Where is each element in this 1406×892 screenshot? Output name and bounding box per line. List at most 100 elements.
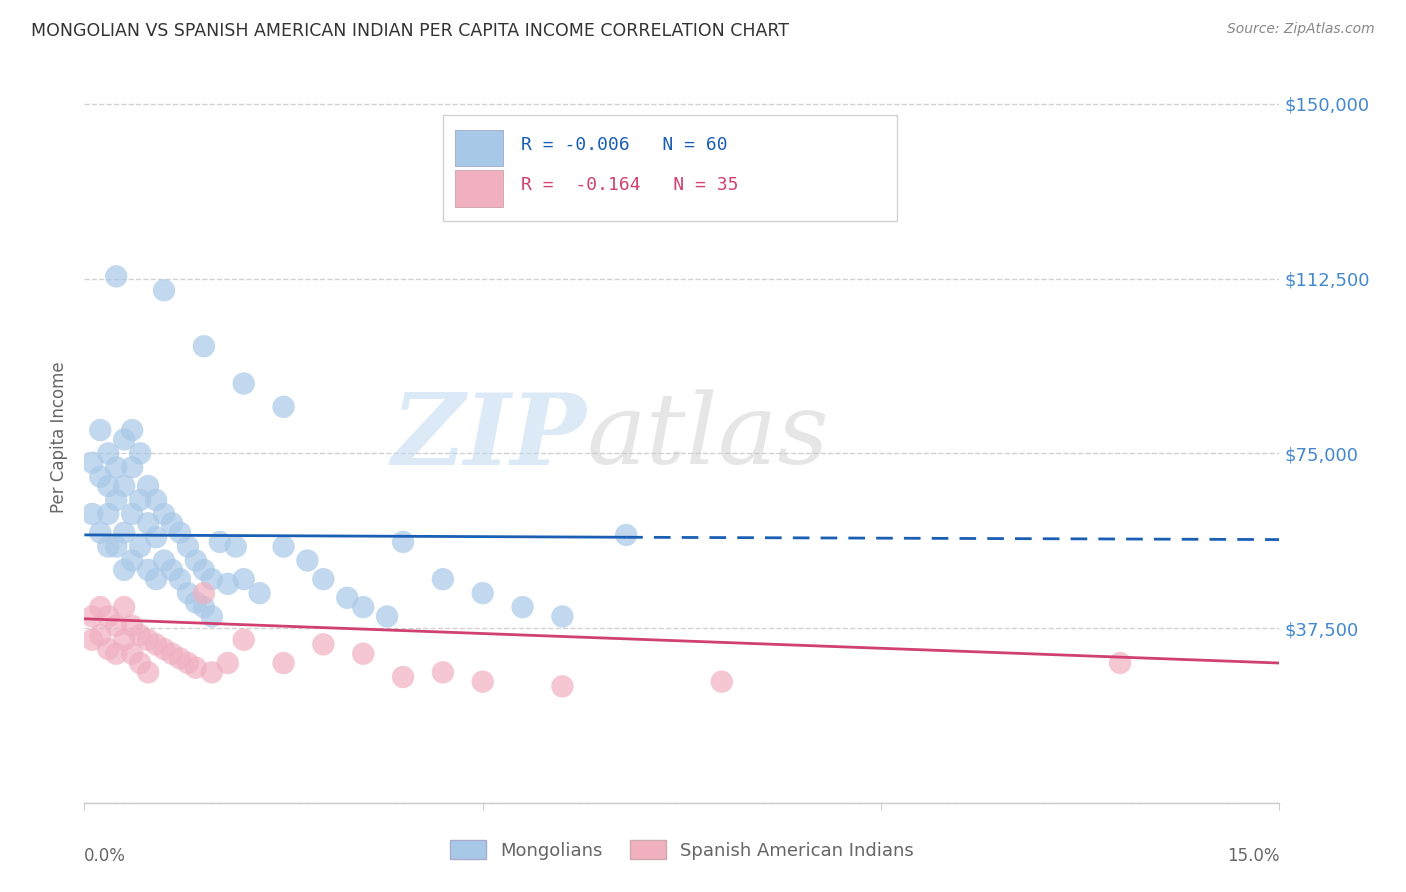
Point — [89, 423, 111, 437]
Point — [201, 665, 224, 680]
Point — [89, 628, 111, 642]
Point — [297, 553, 319, 567]
Point — [153, 642, 176, 657]
Point — [169, 651, 191, 665]
Point — [145, 637, 167, 651]
Point — [145, 493, 167, 508]
Point — [273, 400, 295, 414]
Point — [184, 595, 207, 609]
Point — [225, 540, 247, 554]
Point — [121, 460, 143, 475]
Point — [153, 283, 176, 297]
Point — [432, 572, 454, 586]
Point — [112, 632, 135, 647]
Point — [193, 600, 215, 615]
Point — [352, 647, 374, 661]
Point — [169, 525, 191, 540]
Point — [121, 507, 143, 521]
Point — [551, 609, 574, 624]
Point — [89, 525, 111, 540]
Point — [97, 479, 120, 493]
Point — [97, 446, 120, 460]
Point — [169, 572, 191, 586]
Point — [551, 679, 574, 693]
Point — [201, 609, 224, 624]
Point — [512, 600, 534, 615]
Point — [112, 563, 135, 577]
Point — [82, 609, 104, 624]
Point — [232, 572, 254, 586]
Point — [129, 493, 152, 508]
Point — [177, 540, 200, 554]
Point — [112, 525, 135, 540]
Point — [105, 269, 128, 284]
Point — [177, 656, 200, 670]
Point — [432, 665, 454, 680]
Point — [121, 553, 143, 567]
Point — [312, 637, 335, 651]
Point — [352, 600, 374, 615]
Point — [136, 632, 159, 647]
Text: Source: ZipAtlas.com: Source: ZipAtlas.com — [1227, 22, 1375, 37]
Point — [160, 563, 183, 577]
FancyBboxPatch shape — [456, 130, 503, 167]
Point — [105, 619, 128, 633]
Point — [184, 661, 207, 675]
Point — [105, 647, 128, 661]
Point — [112, 600, 135, 615]
Point — [136, 665, 159, 680]
Point — [153, 553, 176, 567]
Point — [97, 642, 120, 657]
Text: 0.0%: 0.0% — [84, 847, 127, 864]
Point — [136, 563, 159, 577]
Point — [1109, 656, 1132, 670]
Point — [105, 460, 128, 475]
Point — [129, 628, 152, 642]
Point — [136, 516, 159, 531]
Point — [273, 540, 295, 554]
Point — [121, 619, 143, 633]
Text: R =  -0.164   N = 35: R = -0.164 N = 35 — [520, 176, 738, 194]
Point — [201, 572, 224, 586]
Point — [336, 591, 359, 605]
Point — [129, 446, 152, 460]
Point — [82, 632, 104, 647]
Point — [97, 507, 120, 521]
Point — [82, 507, 104, 521]
Point — [136, 479, 159, 493]
Legend: Mongolians, Spanish American Indians: Mongolians, Spanish American Indians — [443, 833, 921, 867]
Text: R = -0.006   N = 60: R = -0.006 N = 60 — [520, 136, 727, 153]
Point — [273, 656, 295, 670]
Point — [217, 656, 239, 670]
Point — [105, 540, 128, 554]
Point — [129, 540, 152, 554]
Point — [312, 572, 335, 586]
Point — [184, 553, 207, 567]
Point — [208, 535, 231, 549]
Text: 15.0%: 15.0% — [1227, 847, 1279, 864]
Point — [193, 586, 215, 600]
Point — [160, 516, 183, 531]
Point — [392, 670, 415, 684]
Point — [97, 609, 120, 624]
Point — [153, 507, 176, 521]
Point — [177, 586, 200, 600]
Point — [614, 528, 637, 542]
Point — [392, 535, 415, 549]
Text: atlas: atlas — [586, 390, 830, 484]
Point — [160, 647, 183, 661]
Point — [145, 572, 167, 586]
Point — [89, 469, 111, 483]
Point — [249, 586, 271, 600]
Point — [112, 433, 135, 447]
FancyBboxPatch shape — [443, 115, 897, 221]
Point — [105, 493, 128, 508]
Point — [121, 647, 143, 661]
Point — [89, 600, 111, 615]
Point — [471, 586, 494, 600]
Point — [112, 479, 135, 493]
FancyBboxPatch shape — [456, 170, 503, 207]
Point — [375, 609, 398, 624]
Point — [82, 456, 104, 470]
Point — [232, 632, 254, 647]
